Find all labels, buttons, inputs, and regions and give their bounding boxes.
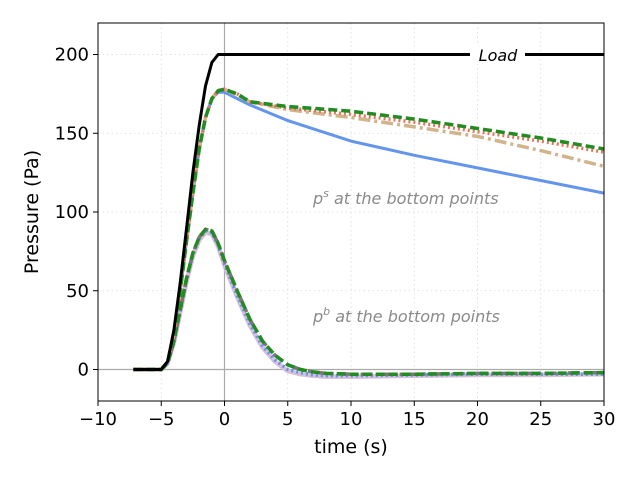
- x-tick-label: 10: [340, 409, 363, 430]
- load-label-box: [470, 44, 525, 64]
- y-tick-label: 50: [66, 281, 89, 302]
- series-layer: [133, 53, 605, 379]
- x-tick-label: 5: [282, 409, 293, 430]
- y-tick-label: 100: [55, 202, 89, 223]
- x-tick-label: −5: [148, 409, 175, 430]
- ps-annotation-sup: s: [323, 187, 329, 200]
- x-tick-label: 20: [466, 409, 489, 430]
- pb-series-line: [133, 227, 605, 376]
- pb-series-line: [133, 230, 605, 379]
- ps-series-line: [133, 87, 605, 372]
- ticks: −10 −5 0 5 10 15 20 25 30 0 50 100 150 200: [55, 45, 616, 431]
- x-tick-label: 30: [593, 409, 616, 430]
- y-tick-label: 150: [55, 123, 89, 144]
- y-tick-label: 0: [78, 360, 89, 381]
- pb-annotation: pb at the bottom points: [312, 305, 500, 326]
- ps-annotation: ps at the bottom points: [312, 187, 499, 208]
- x-axis-label: time (s): [314, 436, 388, 458]
- pb-annotation-rest: at the bottom points: [330, 307, 500, 326]
- ps-annotation-rest: at the bottom points: [329, 189, 499, 208]
- pb-annotation-base: p: [312, 307, 323, 326]
- x-tick-label: 15: [403, 409, 426, 430]
- y-tick-label: 200: [55, 45, 89, 66]
- load-series-line: [133, 53, 604, 371]
- pb-series-line: [133, 229, 604, 378]
- ps-annotation-base: p: [312, 189, 323, 208]
- x-tick-label: 25: [529, 409, 552, 430]
- x-tick-label: −10: [79, 409, 117, 430]
- pb-series-line: [133, 227, 605, 376]
- reference-lines: [98, 23, 604, 401]
- load-label: Load: [479, 46, 519, 65]
- x-tick-label: 0: [219, 409, 230, 430]
- y-axis-label: Pressure (Pa): [21, 150, 43, 274]
- pb-annotation-sup: b: [323, 305, 330, 318]
